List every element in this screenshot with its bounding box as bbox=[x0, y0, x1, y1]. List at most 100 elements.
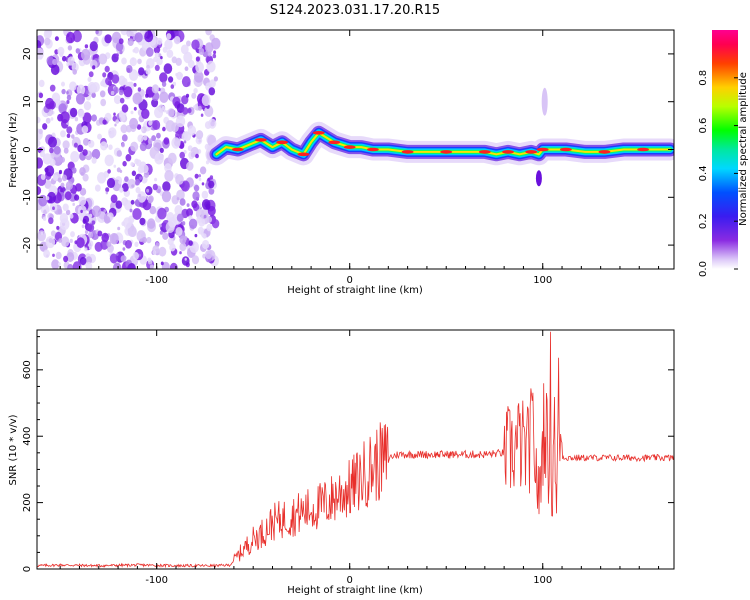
noise-blob bbox=[120, 124, 128, 134]
noise-region bbox=[37, 30, 221, 269]
x-tick-label: 100 bbox=[533, 575, 552, 586]
noise-blob bbox=[46, 207, 50, 213]
noise-blob bbox=[149, 264, 154, 269]
noise-blob bbox=[198, 177, 202, 182]
signal-peak-spot bbox=[328, 140, 341, 145]
noise-blob bbox=[164, 170, 174, 182]
noise-blob bbox=[188, 218, 198, 229]
noise-blob bbox=[146, 236, 152, 244]
noise-blob bbox=[179, 116, 183, 121]
noise-blob bbox=[82, 112, 92, 124]
signal-peak-spot bbox=[231, 147, 244, 152]
noise-blob bbox=[138, 67, 145, 76]
noise-blob bbox=[77, 109, 85, 118]
noise-blob bbox=[206, 223, 213, 232]
noise-blob bbox=[38, 128, 43, 135]
noise-blob bbox=[67, 45, 73, 51]
disturbance-lower bbox=[535, 170, 542, 187]
noise-blob bbox=[84, 44, 89, 49]
noise-blob bbox=[157, 207, 167, 220]
noise-blob bbox=[174, 205, 183, 216]
noise-blob bbox=[66, 126, 73, 134]
noise-blob bbox=[42, 123, 48, 130]
noise-blob bbox=[132, 208, 142, 220]
noise-blob bbox=[180, 180, 190, 192]
noise-blob bbox=[158, 53, 162, 58]
noise-blob bbox=[137, 58, 142, 65]
noise-blob bbox=[46, 191, 57, 204]
noise-blob bbox=[151, 84, 159, 94]
noise-blob bbox=[58, 103, 67, 114]
noise-blob bbox=[75, 48, 81, 54]
noise-blob bbox=[193, 88, 198, 94]
noise-blob bbox=[49, 147, 54, 154]
noise-blob bbox=[88, 71, 94, 78]
noise-blob bbox=[205, 250, 213, 260]
noise-blob bbox=[154, 177, 158, 182]
noise-blob bbox=[83, 101, 92, 111]
noise-blob bbox=[133, 82, 137, 87]
noise-blob bbox=[37, 40, 42, 50]
noise-blob bbox=[149, 206, 157, 215]
noise-blob bbox=[121, 78, 128, 86]
y-tick-label: 600 bbox=[22, 360, 33, 379]
noise-blob bbox=[105, 191, 109, 195]
noise-blob bbox=[76, 237, 85, 249]
noise-blob bbox=[66, 133, 71, 138]
noise-blob bbox=[64, 191, 72, 201]
noise-blob bbox=[115, 53, 119, 58]
noise-blob bbox=[73, 142, 78, 148]
noise-blob bbox=[65, 31, 76, 44]
noise-blob bbox=[145, 93, 149, 98]
noise-blob bbox=[90, 59, 98, 70]
disturbance-upper bbox=[541, 87, 548, 116]
noise-blob bbox=[111, 74, 120, 84]
noise-blob bbox=[109, 253, 118, 264]
noise-blob bbox=[169, 243, 176, 252]
noise-blob bbox=[195, 130, 204, 140]
noise-blob bbox=[198, 48, 205, 55]
noise-blob bbox=[80, 209, 83, 214]
noise-blob bbox=[139, 176, 143, 181]
noise-blob bbox=[42, 153, 52, 165]
noise-blob bbox=[126, 65, 133, 73]
noise-blob bbox=[160, 261, 164, 266]
noise-blob bbox=[125, 240, 132, 249]
signal-peak-spot bbox=[297, 152, 310, 157]
noise-blob bbox=[132, 49, 136, 53]
noise-blob bbox=[168, 76, 174, 83]
noise-blob bbox=[208, 187, 215, 195]
noise-blob bbox=[60, 111, 70, 124]
noise-blob bbox=[123, 86, 133, 98]
noise-blob bbox=[197, 105, 202, 111]
noise-blob bbox=[79, 256, 87, 266]
noise-blob bbox=[191, 39, 200, 50]
noise-blob bbox=[69, 238, 73, 243]
noise-blob bbox=[211, 219, 220, 229]
noise-blob bbox=[105, 77, 112, 86]
noise-blob bbox=[82, 149, 88, 156]
noise-blob bbox=[159, 72, 168, 83]
signal-peak-spot bbox=[478, 150, 491, 154]
noise-blob bbox=[124, 200, 133, 211]
noise-blob bbox=[65, 181, 73, 191]
noise-blob bbox=[121, 134, 128, 142]
x-tick-label: -100 bbox=[145, 275, 168, 286]
noise-blob bbox=[75, 93, 85, 105]
noise-blob bbox=[173, 36, 181, 45]
noise-blob bbox=[61, 55, 67, 62]
noise-blob bbox=[57, 46, 65, 56]
snr-panel: -100 0 100 0 200 400 600 Height of straight li… bbox=[8, 329, 675, 596]
noise-blob bbox=[83, 138, 90, 146]
noise-blob bbox=[45, 117, 51, 124]
noise-blob bbox=[113, 86, 119, 94]
noise-blob bbox=[37, 139, 41, 147]
noise-blob bbox=[186, 161, 194, 171]
noise-blob bbox=[211, 37, 221, 50]
noise-blob bbox=[208, 118, 217, 129]
signal-peak-spot bbox=[254, 138, 267, 142]
noise-blob bbox=[91, 148, 101, 160]
noise-blob bbox=[44, 179, 52, 189]
noise-blob bbox=[127, 263, 136, 269]
noise-blob bbox=[128, 69, 139, 81]
